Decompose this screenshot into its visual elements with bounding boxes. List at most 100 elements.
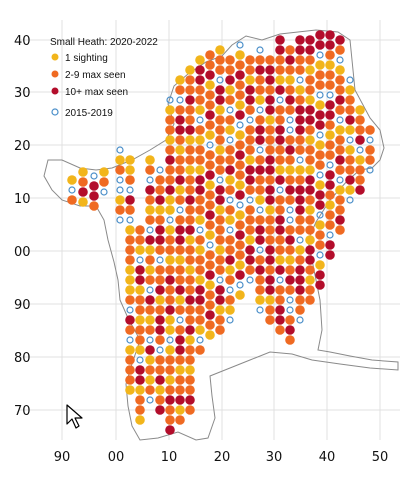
record-dot	[265, 255, 275, 265]
record-dot	[195, 175, 205, 185]
record-dot	[155, 335, 165, 345]
record-dot	[245, 225, 255, 235]
record-dot-past	[136, 256, 144, 264]
record-dot	[275, 265, 285, 275]
record-dot	[205, 210, 215, 220]
record-dot	[325, 250, 335, 260]
record-dot	[175, 175, 185, 185]
y-axis-ticks: 40 30 20 10 00 90 80 70	[14, 34, 31, 419]
record-dot	[275, 205, 285, 215]
record-dot	[135, 285, 145, 295]
record-dot	[205, 120, 215, 130]
record-dot	[125, 345, 135, 355]
record-dot	[255, 95, 265, 105]
record-dot	[205, 180, 215, 190]
record-dot	[345, 105, 355, 115]
record-dot	[225, 145, 235, 155]
record-dot	[285, 325, 295, 335]
record-dot	[315, 220, 325, 230]
record-dot	[355, 135, 365, 145]
record-dot	[215, 65, 225, 75]
record-dot	[215, 315, 225, 325]
record-dot	[255, 65, 265, 75]
record-dot	[285, 145, 295, 155]
record-dot	[215, 85, 225, 95]
record-dot	[255, 185, 265, 195]
record-dot	[265, 185, 275, 195]
record-dot	[135, 415, 145, 425]
record-dot	[225, 115, 235, 125]
record-dot	[155, 305, 165, 315]
record-dot	[285, 135, 295, 145]
record-dot	[195, 205, 205, 215]
record-dot	[245, 215, 255, 225]
record-dot	[315, 100, 325, 110]
record-dot	[225, 75, 235, 85]
legend-title: Small Heath: 2020-2022	[50, 37, 158, 48]
record-dot	[165, 295, 175, 305]
record-dot	[265, 135, 275, 145]
record-dot	[145, 355, 155, 365]
record-dot	[145, 205, 155, 215]
record-dot	[165, 355, 175, 365]
record-dot	[125, 255, 135, 265]
record-dot	[165, 225, 175, 235]
record-dot	[195, 185, 205, 195]
record-dot	[135, 395, 145, 405]
record-dot-past	[226, 106, 234, 114]
record-dot	[78, 177, 88, 187]
record-dot	[245, 255, 255, 265]
record-dot	[235, 250, 245, 260]
record-dot	[235, 90, 245, 100]
record-dot-past	[226, 226, 234, 234]
record-dot	[185, 65, 195, 75]
record-dot	[215, 145, 225, 155]
record-dot	[265, 225, 275, 235]
record-dot	[165, 195, 175, 205]
record-dot	[195, 215, 205, 225]
record-dot	[275, 105, 285, 115]
record-dot	[125, 165, 135, 175]
record-dot	[295, 105, 305, 115]
record-dot-past	[246, 196, 254, 204]
x-tick-label: 20	[214, 450, 231, 465]
record-dot	[175, 115, 185, 125]
record-dot	[295, 135, 305, 145]
record-dot-past	[146, 226, 154, 234]
record-dot	[255, 235, 265, 245]
record-dot	[225, 235, 235, 245]
record-dot	[285, 265, 295, 275]
record-dot	[165, 405, 175, 415]
record-dot	[155, 285, 165, 295]
record-dot	[285, 165, 295, 175]
record-dot	[195, 135, 205, 145]
record-dot	[235, 100, 245, 110]
record-dot	[275, 315, 285, 325]
record-dot	[135, 325, 145, 335]
record-dot	[165, 375, 175, 385]
record-dot	[275, 55, 285, 65]
record-dot	[155, 245, 165, 255]
record-dot	[145, 245, 155, 255]
record-dot	[265, 285, 275, 295]
record-dot	[235, 210, 245, 220]
record-dot	[325, 210, 335, 220]
legend-label-past: 2015-2019	[65, 108, 113, 119]
record-dot	[225, 215, 235, 225]
record-dot	[175, 135, 185, 145]
record-dot-past	[216, 176, 224, 184]
record-dot	[215, 245, 225, 255]
record-dot	[295, 85, 305, 95]
record-dot	[185, 305, 195, 315]
record-dot	[235, 50, 245, 60]
record-dot	[305, 165, 315, 175]
record-dot	[225, 95, 235, 105]
record-dot	[175, 155, 185, 165]
record-dot	[325, 190, 335, 200]
record-dot	[205, 310, 215, 320]
record-dot	[265, 145, 275, 155]
record-dot-past	[316, 211, 324, 219]
record-dot	[335, 225, 345, 235]
record-dot	[335, 165, 345, 175]
record-dot-past	[196, 116, 204, 124]
